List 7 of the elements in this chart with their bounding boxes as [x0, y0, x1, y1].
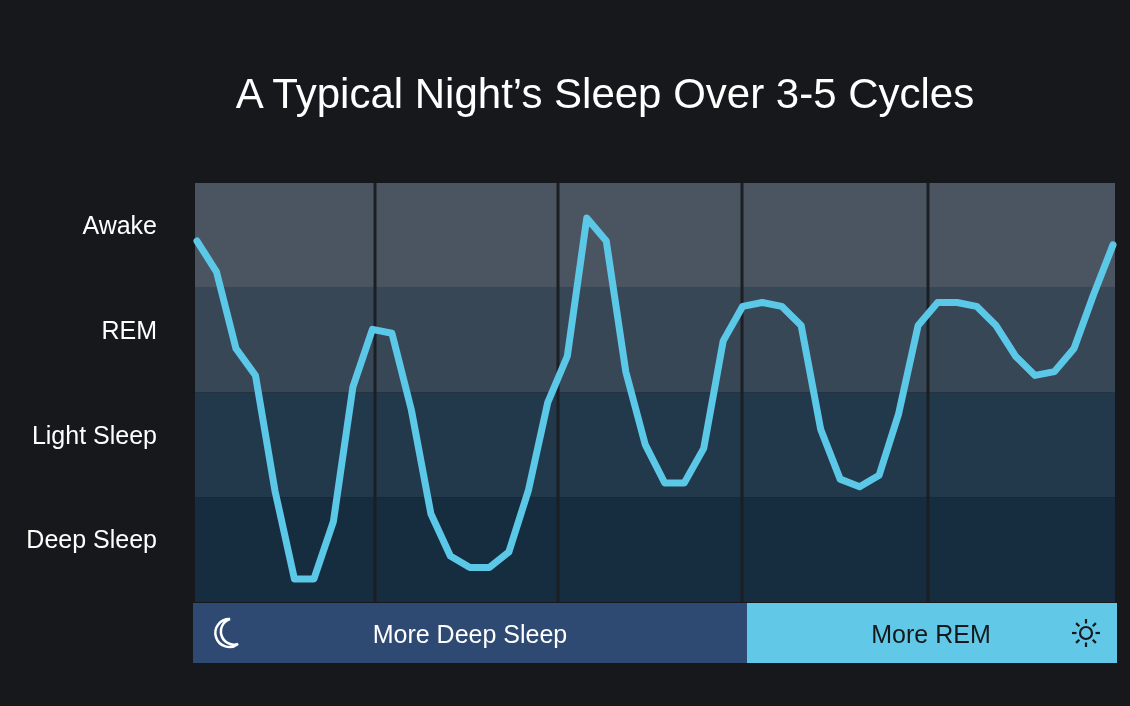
chart-title: A Typical Night’s Sleep Over 3-5 Cycles [235, 70, 975, 117]
text: Awake [82, 211, 157, 240]
text: Deep Sleep [26, 525, 157, 554]
text: More Deep Sleep [372, 619, 568, 648]
text: Light Sleep [31, 420, 157, 449]
text: REM [101, 315, 157, 344]
text: More REM [871, 619, 991, 648]
